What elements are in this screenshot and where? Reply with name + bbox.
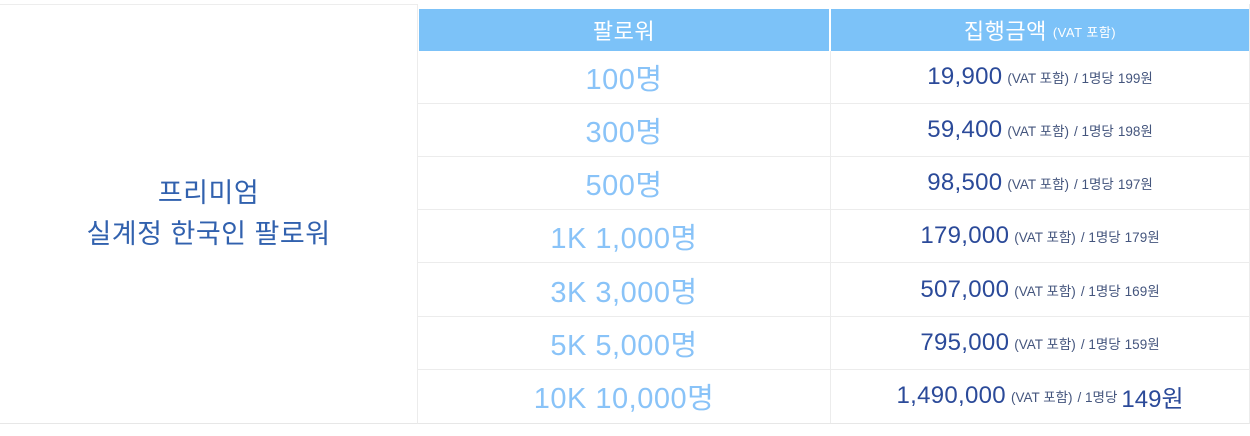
- vat-note: (VAT 포함): [1010, 390, 1073, 406]
- product-label-line2: 실계정 한국인 팔로워: [86, 219, 331, 249]
- per-person-price: 159원: [1124, 336, 1160, 352]
- per-person-price: 179원: [1124, 230, 1160, 246]
- price-value: 795,000: [920, 328, 1010, 356]
- vat-note: (VAT 포함): [1007, 177, 1069, 193]
- per-person-label: / 1명당: [1080, 283, 1121, 299]
- header-amount-label: 집행금액: [963, 18, 1047, 44]
- per-person-price: 149원: [1121, 385, 1184, 413]
- vat-note: (VAT 포함): [1007, 123, 1069, 139]
- followers-cell: 1K 1,000명: [418, 210, 831, 263]
- followers-cell: 5K 5,000명: [418, 316, 831, 369]
- followers-cell: 3K 3,000명: [418, 263, 831, 316]
- pricing-table: 팔로워 집행금액 (VAT 포함) 100명 19,900 (VAT 포함) /…: [417, 4, 1250, 424]
- price-value: 59,400: [927, 115, 1003, 143]
- table-row: 3K 3,000명 507,000 (VAT 포함) / 1명당 169원: [418, 263, 1249, 317]
- vat-note: (VAT 포함): [1014, 336, 1076, 352]
- table-row: 100명 19,900 (VAT 포함) / 1명당 199원: [418, 50, 1249, 104]
- per-person-label: / 1명당: [1074, 70, 1114, 86]
- price-value: 179,000: [920, 222, 1010, 250]
- table-row: 1K 1,000명 179,000 (VAT 포함) / 1명당 179원: [418, 210, 1249, 264]
- price-value: 1,490,000: [896, 382, 1006, 410]
- followers-cell: 10K 10,000명: [418, 369, 831, 423]
- amount-cell: 19,900 (VAT 포함) / 1명당 199원: [831, 51, 1249, 103]
- price-value: 19,900: [927, 62, 1003, 90]
- price-value: 507,000: [920, 275, 1010, 303]
- table-row: 500명 98,500 (VAT 포함) / 1명당 197원: [418, 157, 1249, 211]
- amount-cell: 179,000 (VAT 포함) / 1명당 179원: [831, 210, 1249, 262]
- per-person-price: 198원: [1117, 123, 1153, 139]
- amount-cell: 795,000 (VAT 포함) / 1명당 159원: [831, 317, 1249, 369]
- table-row: 10K 10,000명 1,490,000 (VAT 포함) / 1명당 149…: [418, 369, 1249, 423]
- vat-note: (VAT 포함): [1007, 70, 1069, 86]
- product-label-line1: 프리미엄: [157, 178, 260, 208]
- table-header-row: 팔로워 집행금액 (VAT 포함): [418, 4, 1249, 51]
- per-person-label: / 1명당: [1080, 336, 1121, 352]
- header-amount-vat-note: (VAT 포함): [1052, 24, 1117, 40]
- per-person-price: 197원: [1117, 177, 1153, 193]
- per-person-price: 169원: [1124, 283, 1160, 299]
- table-row: 5K 5,000명 795,000 (VAT 포함) / 1명당 159원: [418, 316, 1249, 370]
- amount-cell: 507,000 (VAT 포함) / 1명당 169원: [831, 263, 1249, 315]
- per-person-price: 199원: [1117, 70, 1153, 86]
- per-person-label: / 1명당: [1080, 230, 1121, 246]
- amount-cell: 1,490,000 (VAT 포함) / 1명당 149원: [831, 370, 1249, 423]
- header-amount: 집행금액 (VAT 포함): [831, 9, 1249, 51]
- amount-cell: 59,400 (VAT 포함) / 1명당 198원: [831, 104, 1249, 156]
- per-person-label: / 1명당: [1074, 123, 1114, 139]
- header-followers: 팔로워: [419, 9, 829, 51]
- product-label: 프리미엄 실계정 한국인 팔로워: [0, 4, 417, 424]
- per-person-label: / 1명당: [1074, 177, 1114, 193]
- table-body: 100명 19,900 (VAT 포함) / 1명당 199원 300명 59,…: [418, 50, 1249, 423]
- followers-cell: 300명: [418, 103, 831, 157]
- amount-cell: 98,500 (VAT 포함) / 1명당 197원: [831, 157, 1249, 209]
- followers-cell: 100명: [418, 50, 831, 103]
- per-person-label: / 1명당: [1077, 390, 1118, 406]
- followers-cell: 500명: [418, 157, 831, 210]
- price-value: 98,500: [927, 169, 1003, 197]
- vat-note: (VAT 포함): [1014, 283, 1076, 299]
- vat-note: (VAT 포함): [1014, 230, 1076, 246]
- table-row: 300명 59,400 (VAT 포함) / 1명당 198원: [418, 103, 1249, 158]
